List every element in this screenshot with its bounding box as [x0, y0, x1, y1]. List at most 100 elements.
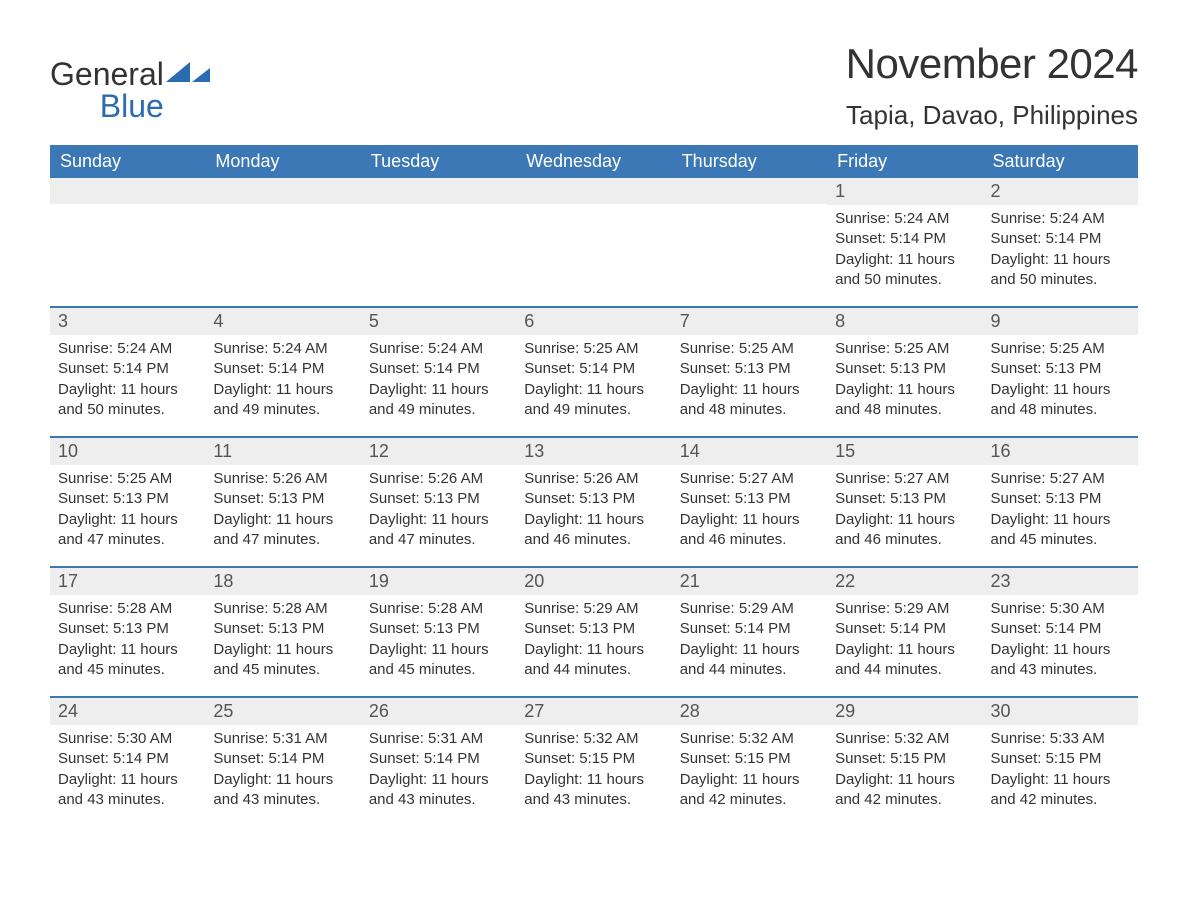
sunrise-text: Sunrise: 5:24 AM [369, 339, 508, 359]
dow-wednesday: Wednesday [516, 145, 671, 178]
calendar-day: 5Sunrise: 5:24 AMSunset: 5:14 PMDaylight… [361, 308, 516, 436]
day-number: 7 [672, 308, 827, 335]
daylight-text: Daylight: 11 hours and 50 minutes. [835, 250, 974, 291]
day-number: 11 [205, 438, 360, 465]
day-details: Sunrise: 5:30 AMSunset: 5:14 PMDaylight:… [50, 725, 205, 818]
sunset-text: Sunset: 5:13 PM [680, 359, 819, 379]
calendar-day: 20Sunrise: 5:29 AMSunset: 5:13 PMDayligh… [516, 568, 671, 696]
calendar-day: 23Sunrise: 5:30 AMSunset: 5:14 PMDayligh… [983, 568, 1138, 696]
sunset-text: Sunset: 5:13 PM [991, 359, 1130, 379]
sunset-text: Sunset: 5:13 PM [835, 359, 974, 379]
day-details: Sunrise: 5:28 AMSunset: 5:13 PMDaylight:… [50, 595, 205, 688]
day-number: 1 [827, 178, 982, 205]
sunrise-text: Sunrise: 5:25 AM [680, 339, 819, 359]
sunset-text: Sunset: 5:13 PM [58, 489, 197, 509]
daylight-text: Daylight: 11 hours and 44 minutes. [835, 640, 974, 681]
sunset-text: Sunset: 5:13 PM [524, 489, 663, 509]
sunrise-text: Sunrise: 5:25 AM [524, 339, 663, 359]
day-number [361, 178, 516, 204]
day-details: Sunrise: 5:24 AMSunset: 5:14 PMDaylight:… [983, 205, 1138, 298]
calendar-day [672, 178, 827, 306]
sunrise-text: Sunrise: 5:24 AM [835, 209, 974, 229]
daylight-text: Daylight: 11 hours and 47 minutes. [369, 510, 508, 551]
day-of-week-header: Sunday Monday Tuesday Wednesday Thursday… [50, 145, 1138, 178]
calendar-day [50, 178, 205, 306]
daylight-text: Daylight: 11 hours and 43 minutes. [524, 770, 663, 811]
sunrise-text: Sunrise: 5:26 AM [213, 469, 352, 489]
day-number [516, 178, 671, 204]
day-details: Sunrise: 5:25 AMSunset: 5:13 PMDaylight:… [827, 335, 982, 428]
dow-saturday: Saturday [983, 145, 1138, 178]
sunset-text: Sunset: 5:13 PM [991, 489, 1130, 509]
calendar-week: 3Sunrise: 5:24 AMSunset: 5:14 PMDaylight… [50, 306, 1138, 436]
daylight-text: Daylight: 11 hours and 46 minutes. [524, 510, 663, 551]
sunrise-text: Sunrise: 5:25 AM [835, 339, 974, 359]
day-details: Sunrise: 5:32 AMSunset: 5:15 PMDaylight:… [516, 725, 671, 818]
day-number: 18 [205, 568, 360, 595]
header: General Blue November 2024 Tapia, Davao,… [50, 40, 1138, 131]
day-details: Sunrise: 5:25 AMSunset: 5:13 PMDaylight:… [672, 335, 827, 428]
sunrise-text: Sunrise: 5:33 AM [991, 729, 1130, 749]
sunset-text: Sunset: 5:14 PM [991, 619, 1130, 639]
daylight-text: Daylight: 11 hours and 50 minutes. [991, 250, 1130, 291]
daylight-text: Daylight: 11 hours and 46 minutes. [680, 510, 819, 551]
day-number: 19 [361, 568, 516, 595]
daylight-text: Daylight: 11 hours and 45 minutes. [213, 640, 352, 681]
calendar-day: 30Sunrise: 5:33 AMSunset: 5:15 PMDayligh… [983, 698, 1138, 826]
sunrise-text: Sunrise: 5:31 AM [369, 729, 508, 749]
day-details: Sunrise: 5:29 AMSunset: 5:14 PMDaylight:… [827, 595, 982, 688]
sunset-text: Sunset: 5:15 PM [835, 749, 974, 769]
calendar-day: 3Sunrise: 5:24 AMSunset: 5:14 PMDaylight… [50, 308, 205, 436]
title-block: November 2024 Tapia, Davao, Philippines [846, 40, 1138, 131]
sunrise-text: Sunrise: 5:28 AM [58, 599, 197, 619]
sunset-text: Sunset: 5:14 PM [835, 619, 974, 639]
calendar-day: 6Sunrise: 5:25 AMSunset: 5:14 PMDaylight… [516, 308, 671, 436]
sunrise-text: Sunrise: 5:26 AM [524, 469, 663, 489]
sunrise-text: Sunrise: 5:29 AM [524, 599, 663, 619]
sunset-text: Sunset: 5:15 PM [991, 749, 1130, 769]
calendar-day: 15Sunrise: 5:27 AMSunset: 5:13 PMDayligh… [827, 438, 982, 566]
daylight-text: Daylight: 11 hours and 49 minutes. [369, 380, 508, 421]
day-details: Sunrise: 5:31 AMSunset: 5:14 PMDaylight:… [361, 725, 516, 818]
day-number: 14 [672, 438, 827, 465]
day-details: Sunrise: 5:31 AMSunset: 5:14 PMDaylight:… [205, 725, 360, 818]
sunrise-text: Sunrise: 5:26 AM [369, 469, 508, 489]
daylight-text: Daylight: 11 hours and 48 minutes. [680, 380, 819, 421]
sunrise-text: Sunrise: 5:29 AM [835, 599, 974, 619]
day-number: 5 [361, 308, 516, 335]
daylight-text: Daylight: 11 hours and 45 minutes. [58, 640, 197, 681]
calendar-week: 24Sunrise: 5:30 AMSunset: 5:14 PMDayligh… [50, 696, 1138, 826]
day-details: Sunrise: 5:29 AMSunset: 5:13 PMDaylight:… [516, 595, 671, 688]
calendar: Sunday Monday Tuesday Wednesday Thursday… [50, 145, 1138, 826]
sunrise-text: Sunrise: 5:32 AM [680, 729, 819, 749]
daylight-text: Daylight: 11 hours and 43 minutes. [213, 770, 352, 811]
calendar-day: 26Sunrise: 5:31 AMSunset: 5:14 PMDayligh… [361, 698, 516, 826]
day-number: 16 [983, 438, 1138, 465]
sunrise-text: Sunrise: 5:32 AM [835, 729, 974, 749]
daylight-text: Daylight: 11 hours and 43 minutes. [991, 640, 1130, 681]
day-number: 4 [205, 308, 360, 335]
sunrise-text: Sunrise: 5:24 AM [991, 209, 1130, 229]
day-number: 15 [827, 438, 982, 465]
day-number: 22 [827, 568, 982, 595]
sunrise-text: Sunrise: 5:28 AM [369, 599, 508, 619]
day-number: 20 [516, 568, 671, 595]
calendar-day: 18Sunrise: 5:28 AMSunset: 5:13 PMDayligh… [205, 568, 360, 696]
calendar-day: 28Sunrise: 5:32 AMSunset: 5:15 PMDayligh… [672, 698, 827, 826]
calendar-day: 16Sunrise: 5:27 AMSunset: 5:13 PMDayligh… [983, 438, 1138, 566]
day-number: 28 [672, 698, 827, 725]
day-number: 23 [983, 568, 1138, 595]
calendar-day: 27Sunrise: 5:32 AMSunset: 5:15 PMDayligh… [516, 698, 671, 826]
dow-monday: Monday [205, 145, 360, 178]
calendar-day: 12Sunrise: 5:26 AMSunset: 5:13 PMDayligh… [361, 438, 516, 566]
day-details: Sunrise: 5:26 AMSunset: 5:13 PMDaylight:… [516, 465, 671, 558]
sunrise-text: Sunrise: 5:29 AM [680, 599, 819, 619]
calendar-day: 9Sunrise: 5:25 AMSunset: 5:13 PMDaylight… [983, 308, 1138, 436]
day-number: 6 [516, 308, 671, 335]
daylight-text: Daylight: 11 hours and 42 minutes. [680, 770, 819, 811]
daylight-text: Daylight: 11 hours and 43 minutes. [369, 770, 508, 811]
daylight-text: Daylight: 11 hours and 49 minutes. [213, 380, 352, 421]
calendar-day [361, 178, 516, 306]
sunset-text: Sunset: 5:13 PM [369, 619, 508, 639]
day-details: Sunrise: 5:27 AMSunset: 5:13 PMDaylight:… [672, 465, 827, 558]
